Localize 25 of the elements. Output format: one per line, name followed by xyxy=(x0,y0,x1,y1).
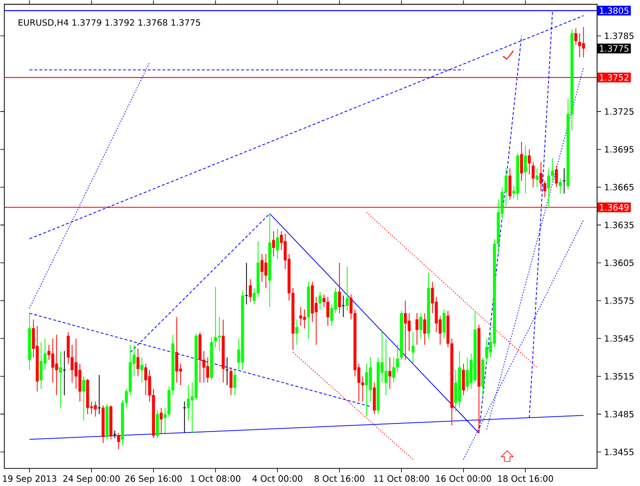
y-tick-label: 1.3725 xyxy=(604,108,634,115)
text: 1.3775 xyxy=(600,45,628,52)
x-tick-label: 4 Oct 00:00 xyxy=(252,475,302,482)
x-tick-label: 16 Oct 00:00 xyxy=(436,475,492,482)
ref-line-label: 1.3649 xyxy=(600,204,629,211)
ref-line-label: 1.3805 xyxy=(600,7,628,14)
y-tick-label: 1.3635 xyxy=(604,222,634,228)
y-tick-label: 1.3485 xyxy=(604,410,634,418)
y-tick-label: 1.3455 xyxy=(604,448,634,456)
x-tick-label: 8 Oct 16:00 xyxy=(314,475,364,482)
x-tick-label: 24 Sep 00:00 xyxy=(63,475,120,484)
x-tick-label: 26 Sep 16:00 xyxy=(125,475,182,484)
y-tick-label: 1.3665 xyxy=(604,184,634,190)
x-tick-label: 18 Oct 16:00 xyxy=(498,475,554,482)
ref-line-label: 1.3752 xyxy=(600,74,628,81)
x-tick-label: 11 Oct 08:00 xyxy=(374,475,430,482)
y-tick-label: 1.3785 xyxy=(604,32,634,40)
text: EURUSD,H4 1.3779 1.3792 1.3768 1.3775 xyxy=(18,19,200,27)
x-tick-label: 1 Oct 08:00 xyxy=(190,475,240,482)
y-tick-label: 1.3515 xyxy=(604,372,634,380)
y-tick-label: 1.3575 xyxy=(604,297,634,304)
y-tick-label: 1.3605 xyxy=(604,259,634,266)
x-tick-label: 19 Sep 2013 xyxy=(3,475,56,484)
y-tick-label: 1.3545 xyxy=(604,335,634,342)
y-tick-label: 1.3695 xyxy=(604,146,634,153)
